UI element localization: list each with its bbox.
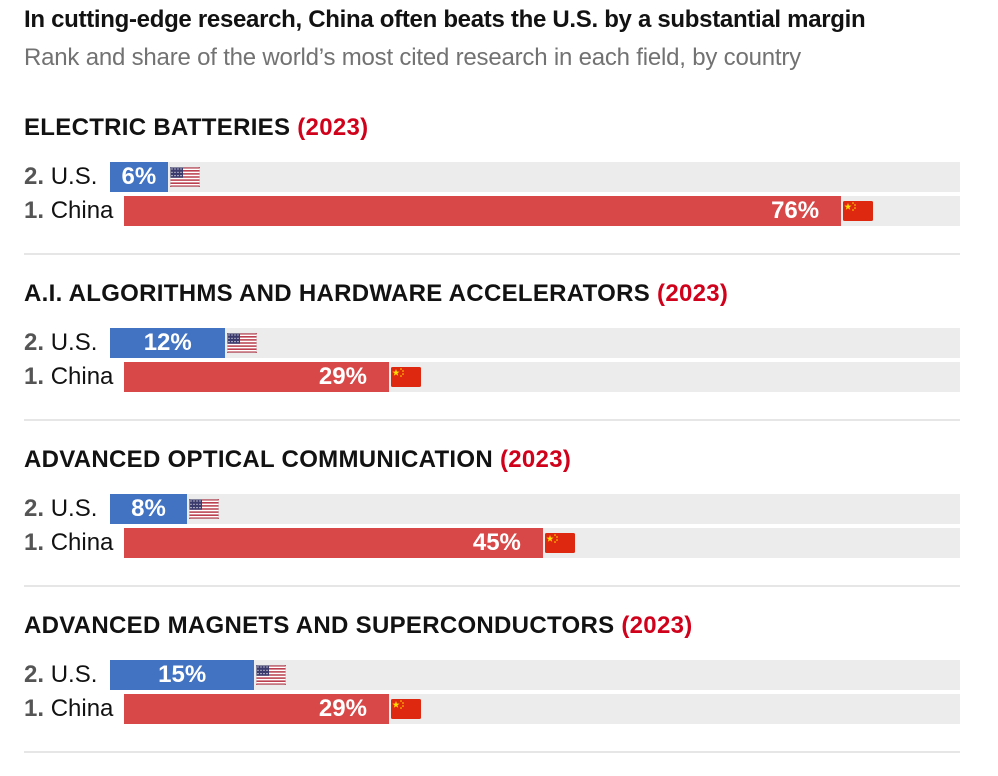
us-flag-icon [227, 333, 258, 353]
rank-label: 2. [24, 163, 45, 190]
country-name: U.S. [50, 329, 98, 356]
china-bar-track: 76% [124, 196, 960, 226]
field-name: ELECTRIC BATTERIES [24, 114, 291, 141]
china-flag-icon [843, 201, 874, 221]
us-bar [110, 162, 168, 192]
china-bar [124, 528, 543, 558]
china-bar [124, 694, 389, 724]
rank-label: 1. [24, 197, 45, 224]
country-label: 1. China [24, 362, 113, 392]
rank-label: 1. [24, 363, 45, 390]
field-name: ADVANCED MAGNETS AND SUPERCONDUCTORS [24, 612, 615, 639]
bar-value-label: 29% [318, 363, 367, 390]
chart-panel: ADVANCED MAGNETS AND SUPERCONDUCTORS (20… [24, 612, 960, 772]
chart-panel: A.I. ALGORITHMS AND HARDWARE ACCELERATOR… [24, 280, 960, 440]
country-label: 2. U.S. [24, 162, 97, 192]
bar-value-label: 29% [318, 695, 367, 722]
bar-value-label: 76% [771, 197, 820, 224]
us-bar-track: 15% [110, 660, 960, 690]
chart-panel: ADVANCED OPTICAL COMMUNICATION (2023) 2. … [24, 446, 960, 606]
country-name: China [50, 529, 114, 556]
rank-label: 1. [24, 695, 45, 722]
field-year: (2023) [499, 446, 572, 473]
us-bar-track: 12% [110, 328, 960, 358]
country-name: China [50, 197, 114, 224]
chart-panel: ELECTRIC BATTERIES (2023) 2. U.S. 6% 1. Chi… [24, 114, 960, 274]
country-label: 2. U.S. [24, 494, 97, 524]
field-year: (2023) [297, 114, 369, 141]
bar-value-label: 45% [472, 529, 521, 556]
us-bar [110, 660, 255, 690]
field-title: ADVANCED MAGNETS AND SUPERCONDUCTORS (20… [24, 612, 693, 640]
us-bar [110, 328, 226, 358]
us-bar [110, 494, 187, 524]
country-label: 2. U.S. [24, 328, 97, 358]
country-label: 1. China [24, 196, 113, 226]
rank-label: 2. [24, 495, 45, 522]
us-flag-icon [169, 167, 200, 187]
china-bar-track: 29% [124, 362, 960, 392]
panel-divider [24, 253, 960, 255]
china-bar-track: 45% [124, 528, 960, 558]
rank-label: 2. [24, 661, 45, 688]
panel-divider [24, 419, 960, 421]
country-name: China [50, 363, 114, 390]
us-bar-track: 8% [110, 494, 960, 524]
us-flag-icon [188, 499, 219, 519]
bar-value-label: 8% [131, 495, 166, 522]
field-title: ADVANCED OPTICAL COMMUNICATION (2023) [24, 446, 571, 474]
us-bar-track: 6% [110, 162, 960, 192]
rank-label: 1. [24, 529, 45, 556]
china-flag-icon [390, 367, 421, 387]
rank-label: 2. [24, 329, 45, 356]
country-name: U.S. [50, 163, 98, 190]
country-name: China [50, 695, 114, 722]
field-title: ELECTRIC BATTERIES (2023) [24, 114, 368, 142]
china-bar [124, 362, 389, 392]
china-flag-icon [544, 533, 575, 553]
country-label: 1. China [24, 528, 113, 558]
country-name: U.S. [50, 495, 98, 522]
field-name: A.I. ALGORITHMS AND HARDWARE ACCELERATOR… [24, 280, 651, 307]
panel-divider [24, 751, 960, 753]
chart-title: In cutting-edge research, China often be… [24, 6, 866, 33]
field-year: (2023) [657, 280, 729, 307]
bar-value-label: 12% [143, 329, 192, 356]
bar-value-label: 15% [158, 661, 207, 688]
china-bar [124, 196, 842, 226]
bar-value-label: 6% [121, 163, 157, 190]
country-label: 2. U.S. [24, 660, 97, 690]
country-label: 1. China [24, 694, 113, 724]
field-year: (2023) [621, 612, 693, 639]
panel-divider [24, 585, 960, 587]
us-flag-icon [256, 665, 287, 685]
country-name: U.S. [50, 661, 98, 688]
field-title: A.I. ALGORITHMS AND HARDWARE ACCELERATOR… [24, 280, 728, 308]
chart-subtitle: Rank and share of the world’s most cited… [24, 44, 801, 71]
field-name: ADVANCED OPTICAL COMMUNICATION [24, 446, 493, 473]
china-flag-icon [390, 699, 421, 719]
china-bar-track: 29% [124, 694, 960, 724]
